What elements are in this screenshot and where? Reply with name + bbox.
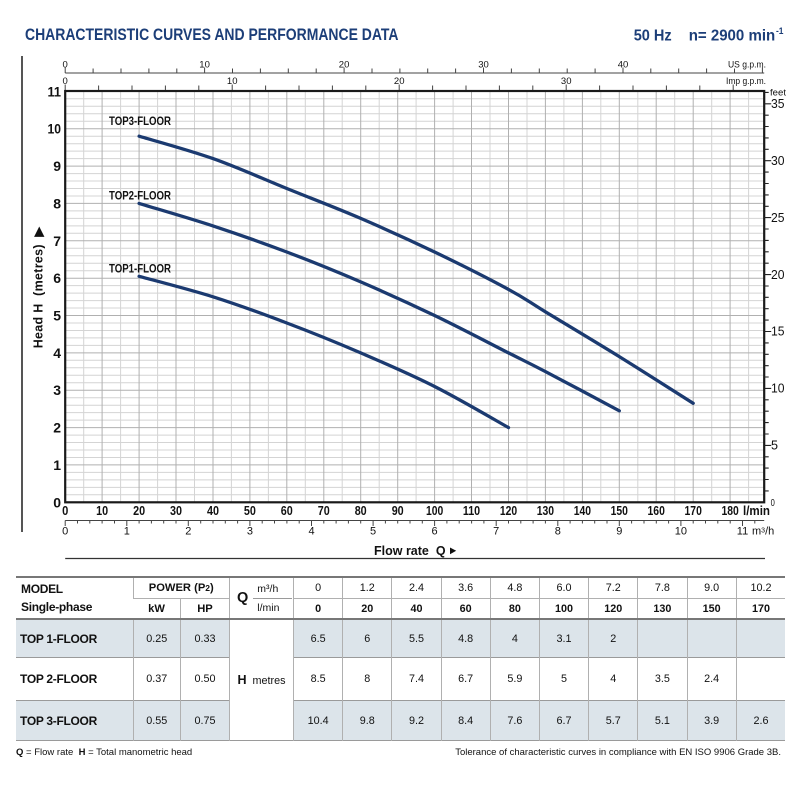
svg-text:15: 15: [771, 325, 785, 339]
svg-text:4: 4: [53, 345, 61, 361]
svg-text:10: 10: [227, 76, 238, 87]
svg-text:6: 6: [432, 526, 438, 538]
svg-text:50: 50: [244, 503, 256, 518]
svg-text:0: 0: [63, 76, 68, 87]
svg-text:CHARACTERISTIC CURVES AND PERF: CHARACTERISTIC CURVES AND PERFORMANCE DA…: [25, 26, 399, 44]
svg-text:1: 1: [124, 526, 130, 538]
svg-text:70: 70: [318, 503, 330, 518]
svg-text:5: 5: [370, 526, 376, 538]
svg-text:20: 20: [339, 59, 350, 70]
svg-text:7: 7: [53, 233, 61, 249]
svg-text:3: 3: [53, 382, 61, 398]
svg-text:9: 9: [53, 158, 61, 174]
svg-text:130: 130: [537, 503, 554, 518]
svg-text:30: 30: [771, 154, 785, 168]
svg-text:20: 20: [133, 503, 145, 518]
svg-text:110: 110: [463, 503, 480, 518]
svg-text:100: 100: [426, 503, 443, 518]
svg-text:2: 2: [185, 526, 191, 538]
svg-text:1: 1: [53, 457, 61, 473]
svg-text:TOP1-FLOOR: TOP1-FLOOR: [109, 264, 172, 276]
svg-text:Imp g.p.m.: Imp g.p.m.: [726, 76, 766, 87]
svg-text:25: 25: [771, 211, 785, 225]
svg-text:120: 120: [500, 503, 517, 518]
svg-text:20: 20: [771, 268, 785, 282]
svg-text:10: 10: [48, 121, 62, 137]
svg-text:7: 7: [493, 526, 499, 538]
svg-text:30: 30: [478, 59, 489, 70]
svg-text:n= 2900 min: n= 2900 min: [689, 28, 776, 45]
svg-text:30: 30: [170, 503, 182, 518]
svg-text:8: 8: [53, 195, 61, 211]
svg-text:160: 160: [648, 503, 665, 518]
svg-text:10: 10: [675, 526, 687, 538]
svg-text:140: 140: [574, 503, 591, 518]
svg-text:Flow rate Q: Flow rate Q: [374, 544, 446, 558]
svg-text:US g.p.m.: US g.p.m.: [728, 59, 766, 70]
svg-text:9: 9: [616, 526, 622, 538]
svg-text:90: 90: [392, 503, 404, 518]
svg-text:60: 60: [281, 503, 293, 518]
svg-text:30: 30: [561, 76, 572, 87]
svg-text:6: 6: [53, 270, 61, 286]
svg-text:50 Hz: 50 Hz: [634, 28, 672, 45]
svg-text:180: 180: [721, 503, 738, 518]
svg-text:170: 170: [685, 503, 702, 518]
svg-text:TOP3-FLOOR: TOP3-FLOOR: [109, 116, 172, 128]
svg-text:10: 10: [771, 382, 785, 396]
svg-text:5: 5: [771, 439, 778, 453]
svg-text:40: 40: [618, 59, 629, 70]
svg-text:11: 11: [737, 526, 748, 538]
svg-text:feet: feet: [770, 88, 786, 99]
svg-text:0: 0: [62, 503, 68, 518]
svg-text:m3/h: m3/h: [752, 526, 774, 538]
svg-text:150: 150: [611, 503, 628, 518]
svg-text:0: 0: [63, 59, 68, 70]
svg-text:80: 80: [355, 503, 367, 518]
svg-text:2: 2: [53, 420, 61, 436]
svg-text:0: 0: [771, 498, 776, 509]
svg-text:l/min: l/min: [743, 503, 770, 518]
svg-text:4: 4: [308, 526, 314, 538]
svg-text:8: 8: [555, 526, 561, 538]
svg-text:5: 5: [53, 308, 61, 324]
svg-text:10: 10: [96, 503, 108, 518]
svg-text:0: 0: [62, 526, 68, 538]
svg-text:3: 3: [247, 526, 253, 538]
svg-text:0: 0: [53, 494, 61, 510]
svg-text:-1: -1: [776, 26, 784, 37]
svg-text:10: 10: [199, 59, 210, 70]
svg-text:11: 11: [48, 83, 62, 99]
svg-text:40: 40: [207, 503, 219, 518]
svg-text:35: 35: [771, 97, 785, 111]
svg-text:TOP2-FLOOR: TOP2-FLOOR: [109, 191, 172, 203]
svg-text:20: 20: [394, 76, 405, 87]
